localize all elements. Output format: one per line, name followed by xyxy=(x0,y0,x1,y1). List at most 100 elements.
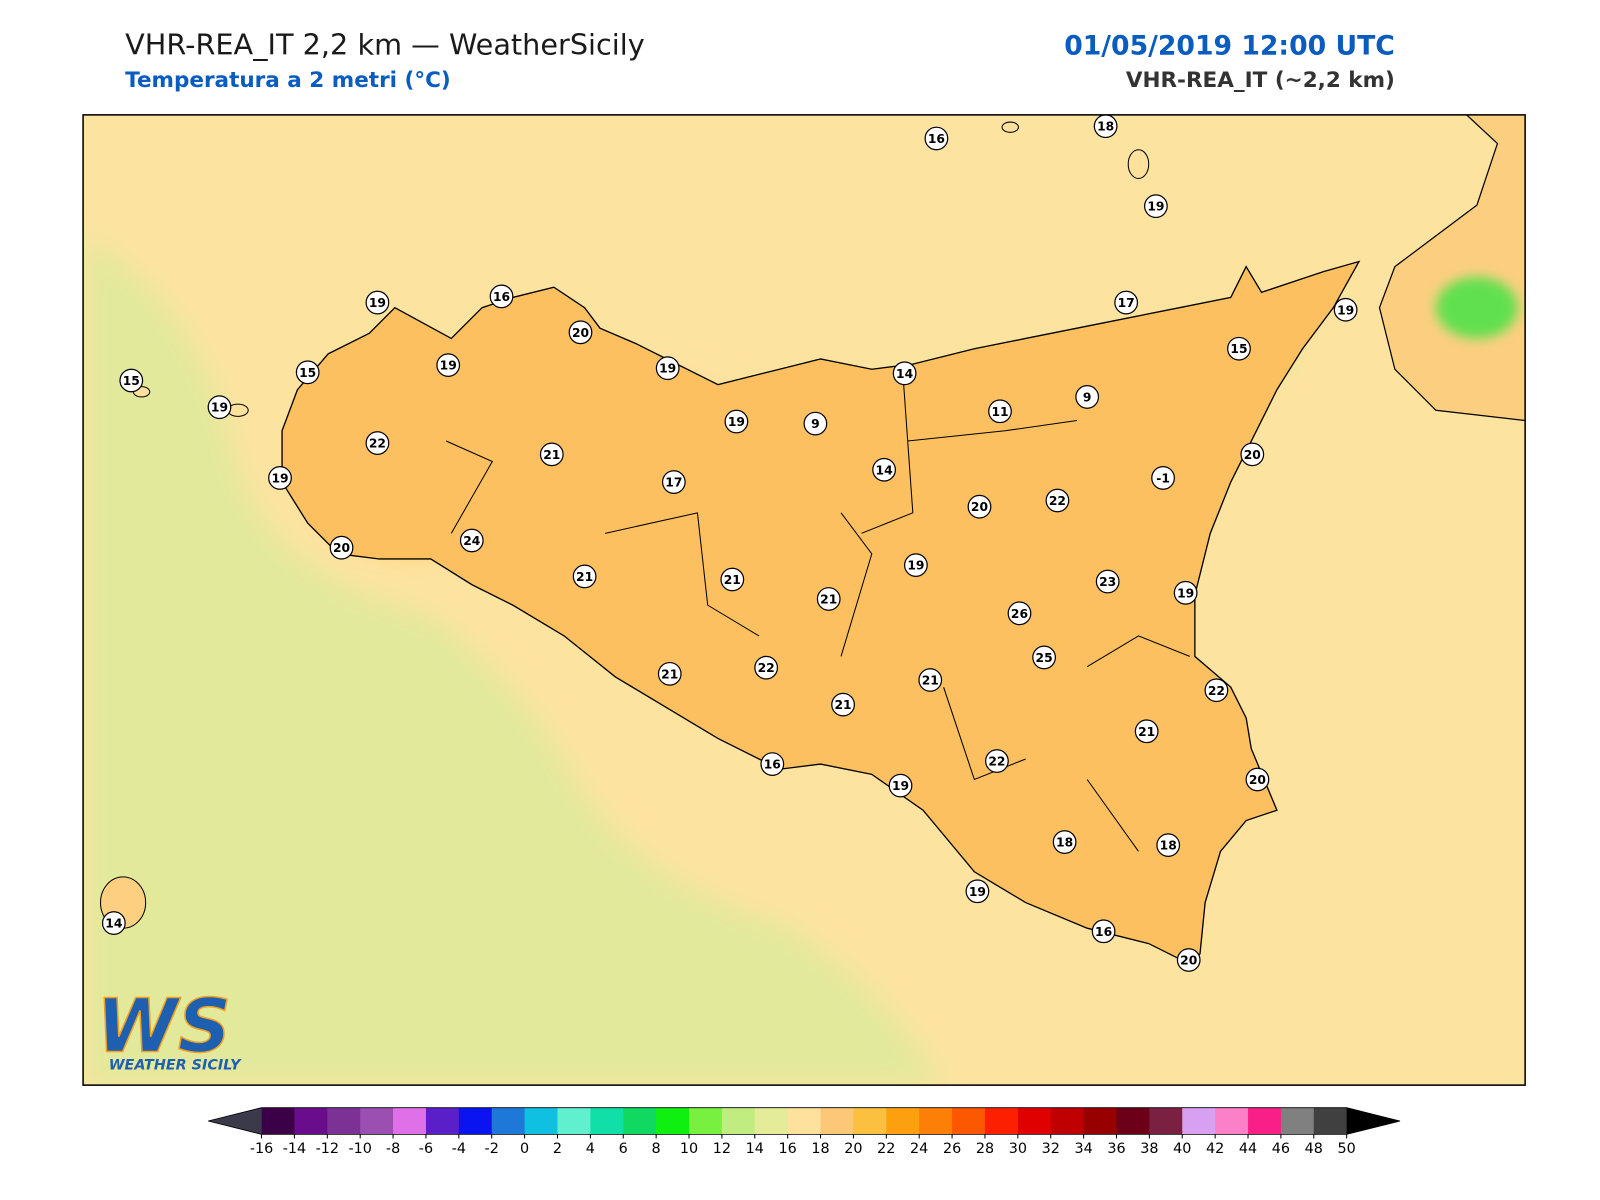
station-marker xyxy=(568,320,593,345)
station: 23 xyxy=(1095,569,1120,594)
colorbar-tick-label: 44 xyxy=(1239,1141,1257,1157)
station-marker xyxy=(1144,194,1168,219)
station-value: 19 xyxy=(1177,586,1194,600)
colorbar-bin xyxy=(721,1107,756,1135)
station-marker xyxy=(760,752,785,776)
colorbar-bin xyxy=(557,1107,591,1135)
station-value: 26 xyxy=(1011,607,1028,621)
station-marker xyxy=(831,692,855,717)
station-value: 19 xyxy=(1337,303,1354,317)
cool-area xyxy=(1435,276,1518,339)
station-value: 21 xyxy=(543,448,560,462)
station: 18 xyxy=(1093,114,1118,139)
station-marker xyxy=(1007,601,1032,626)
colorbar-tick-label: 32 xyxy=(1042,1141,1060,1157)
station-marker xyxy=(1156,833,1181,858)
colorbar-tick-label: 4 xyxy=(586,1141,595,1157)
station-marker xyxy=(724,409,749,434)
station-marker xyxy=(1240,442,1265,467)
station-marker xyxy=(436,353,461,378)
station: 19 xyxy=(655,356,680,381)
colorbar-over xyxy=(1346,1107,1400,1135)
station-value: 19 xyxy=(369,296,386,310)
station: 16 xyxy=(489,284,514,309)
station-marker xyxy=(967,494,992,519)
station-marker xyxy=(101,911,126,935)
colorbar-bin xyxy=(491,1107,526,1135)
station-value: 19 xyxy=(892,779,909,793)
station-value: 20 xyxy=(1180,954,1197,968)
station: 19 xyxy=(1333,297,1358,322)
station-value: 20 xyxy=(1244,448,1261,462)
station: 20 xyxy=(967,494,992,519)
colorbar-bin xyxy=(425,1107,460,1135)
station-value: 21 xyxy=(661,667,678,681)
colorbar-tick-label: 24 xyxy=(910,1141,928,1157)
station-marker xyxy=(1176,948,1201,972)
colorbar-bin xyxy=(458,1107,493,1135)
station: 19 xyxy=(724,409,749,434)
colorbar-tick-label: 26 xyxy=(943,1141,961,1157)
station-value: 15 xyxy=(299,366,316,380)
station: 19 xyxy=(1173,580,1198,605)
station: 22 xyxy=(754,655,779,680)
station-value: 18 xyxy=(1160,839,1177,853)
station-marker xyxy=(365,290,390,315)
colorbar-tick-label: -16 xyxy=(250,1141,273,1157)
station-value: 19 xyxy=(728,415,745,429)
station: 17 xyxy=(1114,290,1139,315)
station-marker xyxy=(1245,767,1270,792)
station-value: 14 xyxy=(105,917,122,931)
island xyxy=(1001,121,1019,133)
station: 15 xyxy=(1227,336,1251,361)
station: 19 xyxy=(365,290,390,315)
station: 20 xyxy=(1245,767,1270,792)
colorbar-tick-label: 16 xyxy=(779,1141,797,1157)
station-value: 22 xyxy=(1049,494,1066,508)
station-value: 16 xyxy=(764,758,781,772)
station-marker xyxy=(1032,645,1056,670)
station-marker xyxy=(657,661,682,686)
colorbar-tick-label: -14 xyxy=(283,1141,306,1157)
station: 18 xyxy=(1156,833,1181,858)
colorbar-tick-label: -2 xyxy=(485,1141,499,1157)
island xyxy=(1127,149,1150,179)
colorbar-tick-label: -10 xyxy=(348,1141,371,1157)
station: 22 xyxy=(365,431,390,455)
colorbar-tick-label: 38 xyxy=(1140,1141,1158,1157)
colorbar-tick-label: 36 xyxy=(1107,1141,1125,1157)
colorbar-bin xyxy=(984,1107,1019,1135)
colorbar-bin xyxy=(261,1107,295,1135)
station-value: 19 xyxy=(1147,200,1164,214)
station-marker xyxy=(268,466,292,490)
station-marker xyxy=(207,395,232,420)
station-value: 24 xyxy=(463,534,480,548)
date: 01/05/2019 12:00 UTC xyxy=(1064,30,1395,61)
colorbar-bin xyxy=(1149,1107,1183,1135)
station-marker xyxy=(489,284,514,309)
station: 16 xyxy=(760,752,785,776)
station-marker xyxy=(816,587,841,611)
station: 21 xyxy=(831,692,855,717)
station-value: 18 xyxy=(1056,836,1073,850)
colorbar-bin xyxy=(1280,1107,1315,1135)
colorbar-bin xyxy=(754,1107,789,1135)
colorbar-tick-label: 20 xyxy=(844,1141,862,1157)
colorbar-bin xyxy=(689,1107,723,1135)
colorbar-tick-label: -8 xyxy=(386,1141,400,1157)
colorbar-bin xyxy=(952,1107,986,1135)
station: 14 xyxy=(872,457,896,482)
station-value: 21 xyxy=(724,573,741,587)
station-value: 25 xyxy=(1036,651,1053,665)
station-value: 15 xyxy=(1230,342,1247,356)
model: VHR-REA_IT (~2,2 km) xyxy=(1126,68,1395,93)
station-value: 21 xyxy=(576,570,593,584)
station: 15 xyxy=(295,360,320,385)
station: 9 xyxy=(803,411,828,436)
colorbar-tick-label: 34 xyxy=(1074,1141,1092,1157)
colorbar-tick-label: 48 xyxy=(1305,1141,1323,1157)
station-value: 9 xyxy=(1083,390,1092,404)
station-value: 19 xyxy=(907,559,924,573)
station-value: 21 xyxy=(835,698,852,712)
station-value: 14 xyxy=(876,463,893,477)
